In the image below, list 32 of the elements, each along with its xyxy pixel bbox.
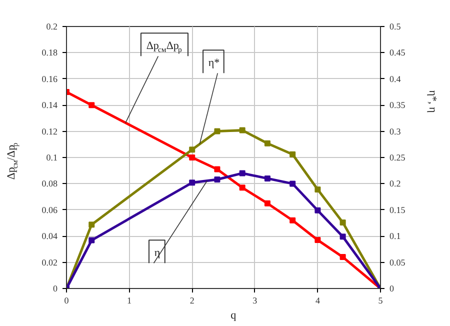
text: η bbox=[154, 247, 160, 260]
y-tick-label: 0.08 bbox=[42, 178, 58, 189]
y2-tick-label: 0.2 bbox=[390, 178, 401, 189]
x-tick-label: 5 bbox=[378, 296, 384, 306]
y2-tick-label: 0.35 bbox=[390, 100, 406, 110]
y-tick-label: 0.16 bbox=[42, 74, 58, 84]
y2-tick-label: 0 bbox=[390, 284, 394, 294]
y-tick-label: 0.14 bbox=[42, 100, 58, 110]
y-tick-label: 0.2 bbox=[46, 22, 58, 32]
y-tick-label: 0.04 bbox=[42, 231, 58, 242]
x-tick-label: 2 bbox=[190, 296, 194, 306]
x-tick-label: 1 bbox=[127, 296, 132, 306]
y-tick-label: 0.02 bbox=[42, 257, 58, 268]
x-axis-title: q bbox=[230, 310, 237, 322]
y2-tick-label: 0.05 bbox=[390, 257, 406, 268]
x-tick-label: 0 bbox=[64, 296, 70, 306]
y2-tick-label: 0.45 bbox=[390, 48, 406, 58]
y-tick-label: 0 bbox=[53, 284, 58, 294]
y2-tick-label: 0.3 bbox=[390, 126, 402, 136]
x-tick-label: 4 bbox=[315, 296, 320, 306]
y-tick-label: 0.06 bbox=[42, 204, 58, 215]
y-tick-label: 0.12 bbox=[42, 126, 58, 136]
y2-tick-label: 0.1 bbox=[390, 231, 401, 242]
y2-tick-label: 0.25 bbox=[390, 152, 406, 162]
y2-tick-label: 0.5 bbox=[390, 22, 402, 32]
y-tick-label: 0.18 bbox=[42, 48, 58, 58]
y2-axis-title: η*, η bbox=[426, 90, 438, 113]
y2-tick-label: 0.15 bbox=[390, 204, 406, 215]
y2-tick-label: 0.4 bbox=[390, 74, 402, 84]
y-tick-label: 0.1 bbox=[46, 152, 58, 162]
text: η* bbox=[208, 57, 220, 70]
x-tick-label: 3 bbox=[252, 296, 258, 306]
